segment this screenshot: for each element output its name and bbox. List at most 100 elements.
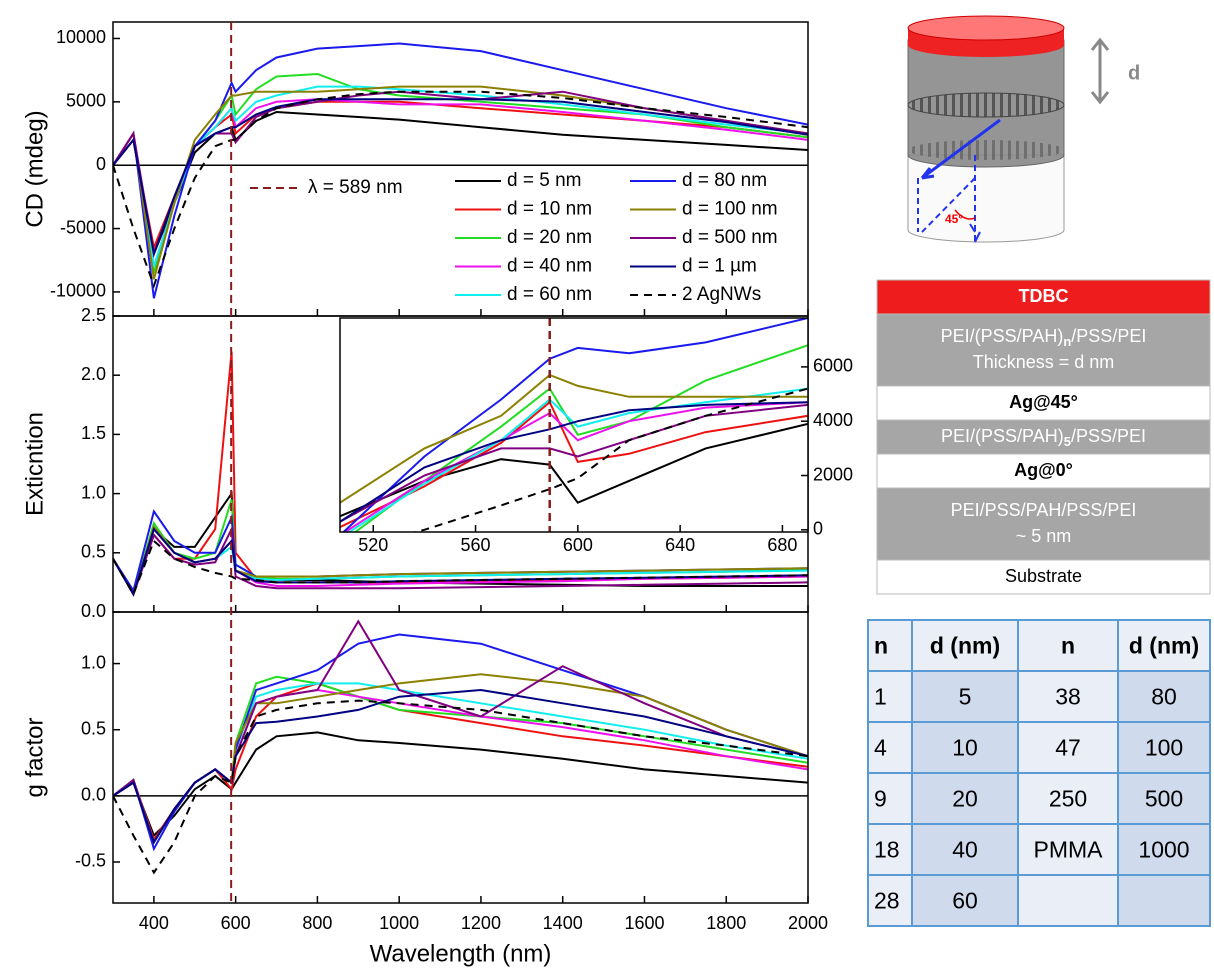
x-tick-label: 1200 <box>461 913 501 933</box>
plot-area <box>113 42 808 299</box>
layer-label: ~ 5 nm <box>1016 526 1072 546</box>
x-tick-label: 1600 <box>624 913 664 933</box>
layer <box>876 385 1211 421</box>
layer-label: Ag@45° <box>1009 392 1078 412</box>
y-tick-label: 0.0 <box>81 601 106 621</box>
layer-label: Substrate <box>1005 566 1082 586</box>
layer-text: PEI/PSS/PAH/PSS/PEI <box>951 500 1137 520</box>
legend-label: λ = 589 nm <box>308 177 403 198</box>
ag-layer <box>908 140 1064 160</box>
legend-label: d = 1 µm <box>682 256 757 277</box>
table-text: 100 <box>1145 735 1183 761</box>
table-cell <box>1117 874 1211 927</box>
series-line <box>113 675 808 845</box>
table-text: 28 <box>874 888 900 914</box>
layer-text: Substrate <box>1005 566 1082 586</box>
y-tick-label: 1.0 <box>81 652 106 672</box>
x-tick-label: 600 <box>563 535 593 555</box>
series-line <box>347 387 808 532</box>
series-line <box>113 731 808 838</box>
plot-area <box>113 351 808 597</box>
table-text: 9 <box>874 786 887 812</box>
x-tick-label: 1000 <box>379 913 419 933</box>
table-text: 47 <box>1055 735 1081 761</box>
arrow <box>969 223 981 243</box>
series-line <box>113 688 808 845</box>
table-header: n <box>874 633 888 659</box>
y-tick-label: 2000 <box>813 464 853 484</box>
layer-text: TDBC <box>1019 286 1069 306</box>
table-text: 4 <box>874 735 887 761</box>
schematic: d 45° <box>907 15 1140 243</box>
table-header: d (nm) <box>930 633 1000 659</box>
series-line <box>113 527 808 597</box>
ag-layer <box>907 92 1065 118</box>
layer-label: PEI/(PSS/PAH)5/PSS/PEI <box>941 426 1146 450</box>
table-cell <box>1017 670 1119 723</box>
series-line <box>113 42 808 299</box>
plot-area <box>113 619 808 875</box>
y-tick-label: 0 <box>813 519 823 539</box>
y-tick-label: 10000 <box>56 27 106 47</box>
legend-label: d = 5 nm <box>507 170 581 191</box>
y-tick-label: -0.5 <box>75 851 106 871</box>
x-tick-label: 800 <box>302 913 332 933</box>
y-tick-label: 0 <box>96 154 106 174</box>
x-tick-label: 640 <box>665 535 695 555</box>
x-tick-label: 2000 <box>788 913 828 933</box>
y-axis-label: CD (mdeg) <box>21 110 48 227</box>
layer <box>876 453 1211 489</box>
table-cell <box>1017 823 1119 876</box>
layer-label: PEI/(PSS/PAH)n/PSS/PEI <box>941 326 1147 350</box>
layer-label: PEI/PSS/PAH/PSS/PEI <box>951 500 1137 520</box>
y-tick-label: 1.0 <box>81 482 106 502</box>
table-text: 1 <box>874 684 887 710</box>
table-text: 250 <box>1049 786 1087 812</box>
layer-text: ~ 5 nm <box>1016 526 1072 546</box>
layer <box>876 419 1211 455</box>
series-line <box>113 85 808 280</box>
tdbc-top <box>907 15 1065 41</box>
substrate <box>907 154 1065 243</box>
y-tick-label: -5000 <box>60 217 106 237</box>
table-cell <box>1017 772 1119 825</box>
y-tick-label: 6000 <box>813 356 853 376</box>
x-tick-label: 400 <box>139 913 169 933</box>
y-tick-label: 4000 <box>813 410 853 430</box>
layer-text: n <box>1063 334 1071 349</box>
series-line <box>342 318 808 532</box>
layer-text: /PSS/PEI <box>1071 326 1146 346</box>
table-cell <box>911 823 1019 876</box>
table-cell <box>1117 823 1211 876</box>
table-text: 40 <box>952 837 978 863</box>
legend-label: d = 100 nm <box>682 199 778 220</box>
y-tick-label: 5000 <box>66 91 106 111</box>
x-tick-label: 560 <box>461 535 491 555</box>
table-cell <box>1117 670 1211 723</box>
series-line <box>113 98 808 258</box>
series-line <box>343 401 808 532</box>
table-text: 20 <box>952 786 978 812</box>
thickness-arrow <box>1090 37 1110 105</box>
series-line <box>340 401 808 523</box>
table-cell <box>1017 721 1119 774</box>
arrow <box>920 118 1001 180</box>
layer-text: 5 <box>1064 434 1071 449</box>
series-line <box>113 682 808 842</box>
x-tick-label: 680 <box>767 535 797 555</box>
table-text: 500 <box>1145 786 1183 812</box>
layer <box>876 313 1211 387</box>
layer-text: /PSS/PEI <box>1071 426 1146 446</box>
frame <box>112 611 809 904</box>
series-line <box>340 400 808 529</box>
y-tick-label: 0.5 <box>81 542 106 562</box>
y-tick-label: 1.5 <box>81 423 106 443</box>
layer <box>876 559 1211 595</box>
layer <box>876 487 1211 561</box>
table-cell <box>911 670 1019 723</box>
angle-label: 45° <box>945 212 963 226</box>
series-line <box>411 387 808 532</box>
plot-area <box>340 318 808 532</box>
y-axis-label: g factor <box>21 717 48 797</box>
table-cell <box>867 772 913 825</box>
